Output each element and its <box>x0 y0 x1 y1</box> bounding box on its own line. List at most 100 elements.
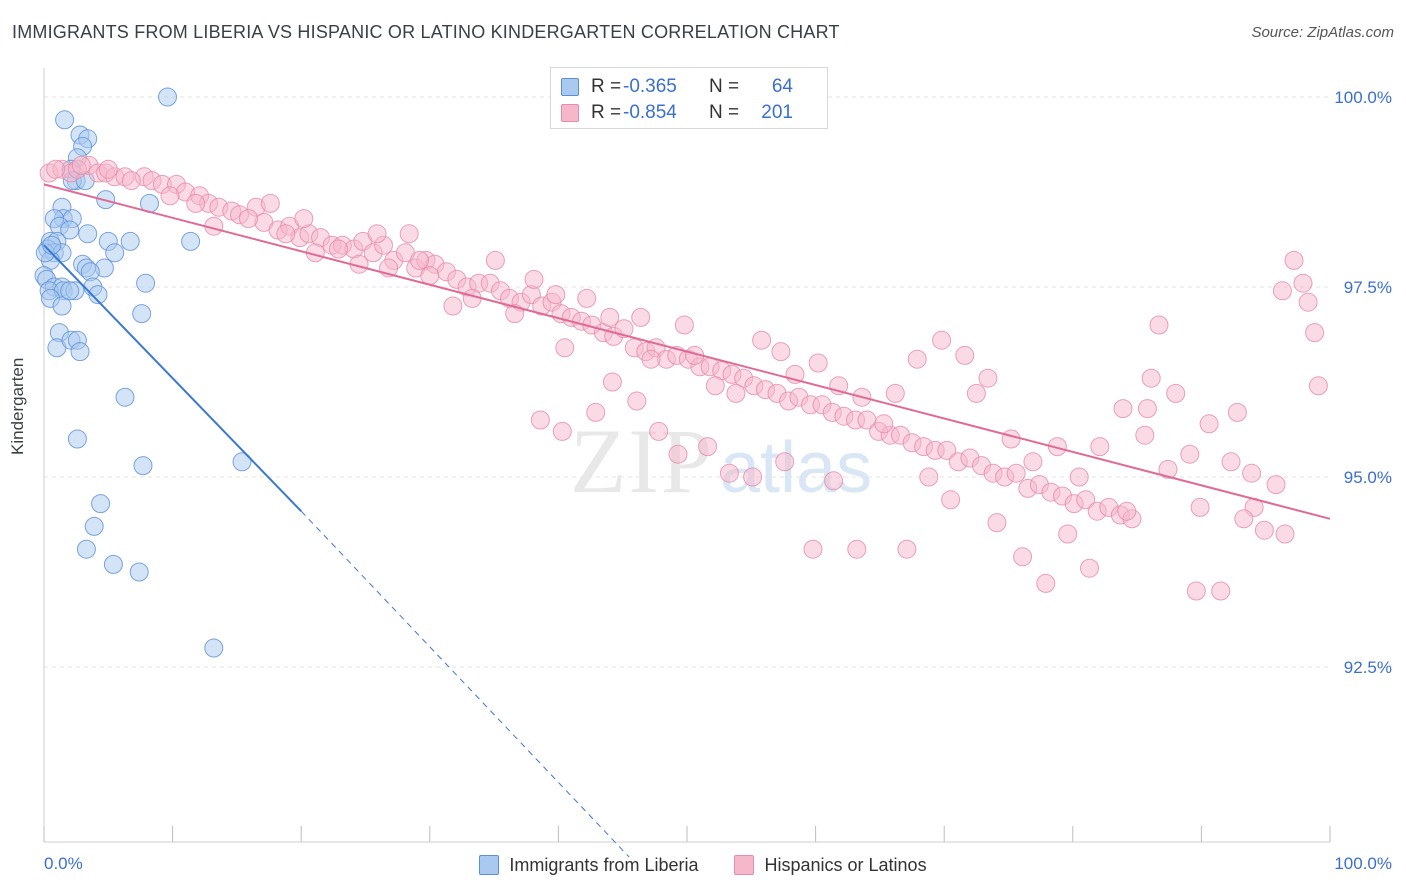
hispanic-point <box>1221 452 1241 472</box>
hispanic-point <box>775 452 795 472</box>
n-label: N = <box>709 76 740 97</box>
hispanic-point <box>874 414 894 434</box>
hispanic-point <box>885 383 905 403</box>
liberia-point <box>204 638 224 658</box>
liberia-point <box>60 281 80 301</box>
liberia-point <box>91 494 111 514</box>
hispanic-point <box>1135 425 1155 445</box>
hispanic-point <box>803 539 823 559</box>
hispanic-point <box>824 471 844 491</box>
hispanic-point <box>1211 581 1231 601</box>
r-label: R = <box>591 102 622 123</box>
hispanic-point <box>1076 490 1096 510</box>
hispanic-point <box>485 250 505 270</box>
legend-item-hispanic[interactable]: Hispanics or Latinos <box>734 854 927 876</box>
liberia-point <box>52 296 72 316</box>
n-value: 64 <box>771 76 793 97</box>
legend: Immigrants from Liberia Hispanics or Lat… <box>0 852 1406 878</box>
hispanic-point <box>726 383 746 403</box>
liberia-point <box>60 220 80 240</box>
hispanic-point <box>1275 524 1295 544</box>
hispanic-point <box>631 307 651 327</box>
hispanic-point <box>524 269 544 289</box>
hispanic-point <box>1186 581 1206 601</box>
hispanic-point <box>937 440 957 460</box>
hispanic-point <box>743 467 763 487</box>
hispanic-point <box>1036 573 1056 593</box>
liberia-point <box>133 456 153 476</box>
stats-row-liberia: R = -0.365 N = 64 <box>561 75 793 99</box>
hispanic-point <box>1113 399 1133 419</box>
hispanic-point <box>1058 524 1078 544</box>
hispanic-point <box>160 186 180 206</box>
y-tick-label: 97.5% <box>1344 278 1392 297</box>
hispanic-point <box>555 338 575 358</box>
hispanic-point <box>1190 497 1210 517</box>
liberia-point <box>120 231 140 251</box>
hispanic-point <box>1234 509 1254 529</box>
hispanic-point <box>674 315 694 335</box>
y-tick-label: 92.5% <box>1344 658 1392 677</box>
hispanic-point <box>1266 475 1286 495</box>
hispanic-point <box>602 372 622 392</box>
hispanic-point <box>420 266 440 286</box>
liberia-point <box>158 87 177 107</box>
hispanic-point <box>1227 402 1247 422</box>
hispanic-point <box>907 349 927 369</box>
hispanic-point <box>932 330 952 350</box>
liberia-point <box>129 562 149 582</box>
liberia-point <box>84 516 104 536</box>
r-label: R = <box>591 76 622 97</box>
hispanic-point <box>627 391 647 411</box>
hispanic-point <box>897 539 917 559</box>
watermark-zip: ZIP <box>570 410 714 512</box>
hispanic-point <box>443 296 463 316</box>
hispanic-point <box>410 250 429 270</box>
liberia-point <box>105 243 125 263</box>
legend-label: Hispanics or Latinos <box>764 854 927 875</box>
hispanic-point <box>978 368 998 388</box>
hispanic-point <box>752 330 772 350</box>
liberia-trendline <box>43 244 302 512</box>
legend-item-liberia[interactable]: Immigrants from Liberia <box>479 855 698 876</box>
hispanic-point <box>186 193 206 213</box>
hispanic-legend-swatch-icon <box>734 855 755 875</box>
hispanic-point <box>955 345 975 365</box>
hispanic-point <box>399 224 419 244</box>
hispanic-swatch-icon <box>561 104 579 122</box>
n-value: 201 <box>761 102 793 123</box>
hispanic-point <box>1166 383 1186 403</box>
hispanic-point <box>1254 520 1274 540</box>
liberia-point <box>78 224 98 244</box>
hispanic-point <box>966 383 986 403</box>
hispanic-point <box>1090 437 1110 457</box>
hispanic-point <box>71 155 91 175</box>
watermark-atlas: atlas <box>720 428 872 508</box>
hispanic-point <box>1006 463 1026 483</box>
hispanic-point <box>1199 414 1219 434</box>
hispanic-point <box>1158 459 1178 479</box>
liberia-trendline-extension <box>300 510 630 858</box>
hispanic-point <box>919 467 939 487</box>
source-credit: Source: ZipAtlas.com <box>1251 24 1394 41</box>
liberia-point <box>232 452 252 472</box>
hispanic-point <box>1013 547 1033 567</box>
hispanic-point <box>121 171 141 191</box>
hispanic-point <box>1141 368 1161 388</box>
r-value: -0.854 <box>623 102 677 123</box>
hispanic-point <box>698 437 718 457</box>
hispanic-point <box>294 209 314 229</box>
hispanic-point <box>530 410 550 430</box>
liberia-point <box>55 110 75 130</box>
hispanic-point <box>600 307 620 327</box>
hispanic-point <box>1308 376 1328 396</box>
hispanic-point <box>552 421 572 441</box>
x-tick-label: 0.0% <box>44 854 83 873</box>
hispanic-point <box>771 342 791 362</box>
hispanic-point <box>1284 250 1304 270</box>
hispanic-point <box>329 239 348 259</box>
hispanic-point <box>1242 463 1262 483</box>
hispanic-point <box>505 304 525 324</box>
hispanic-point <box>239 209 258 229</box>
